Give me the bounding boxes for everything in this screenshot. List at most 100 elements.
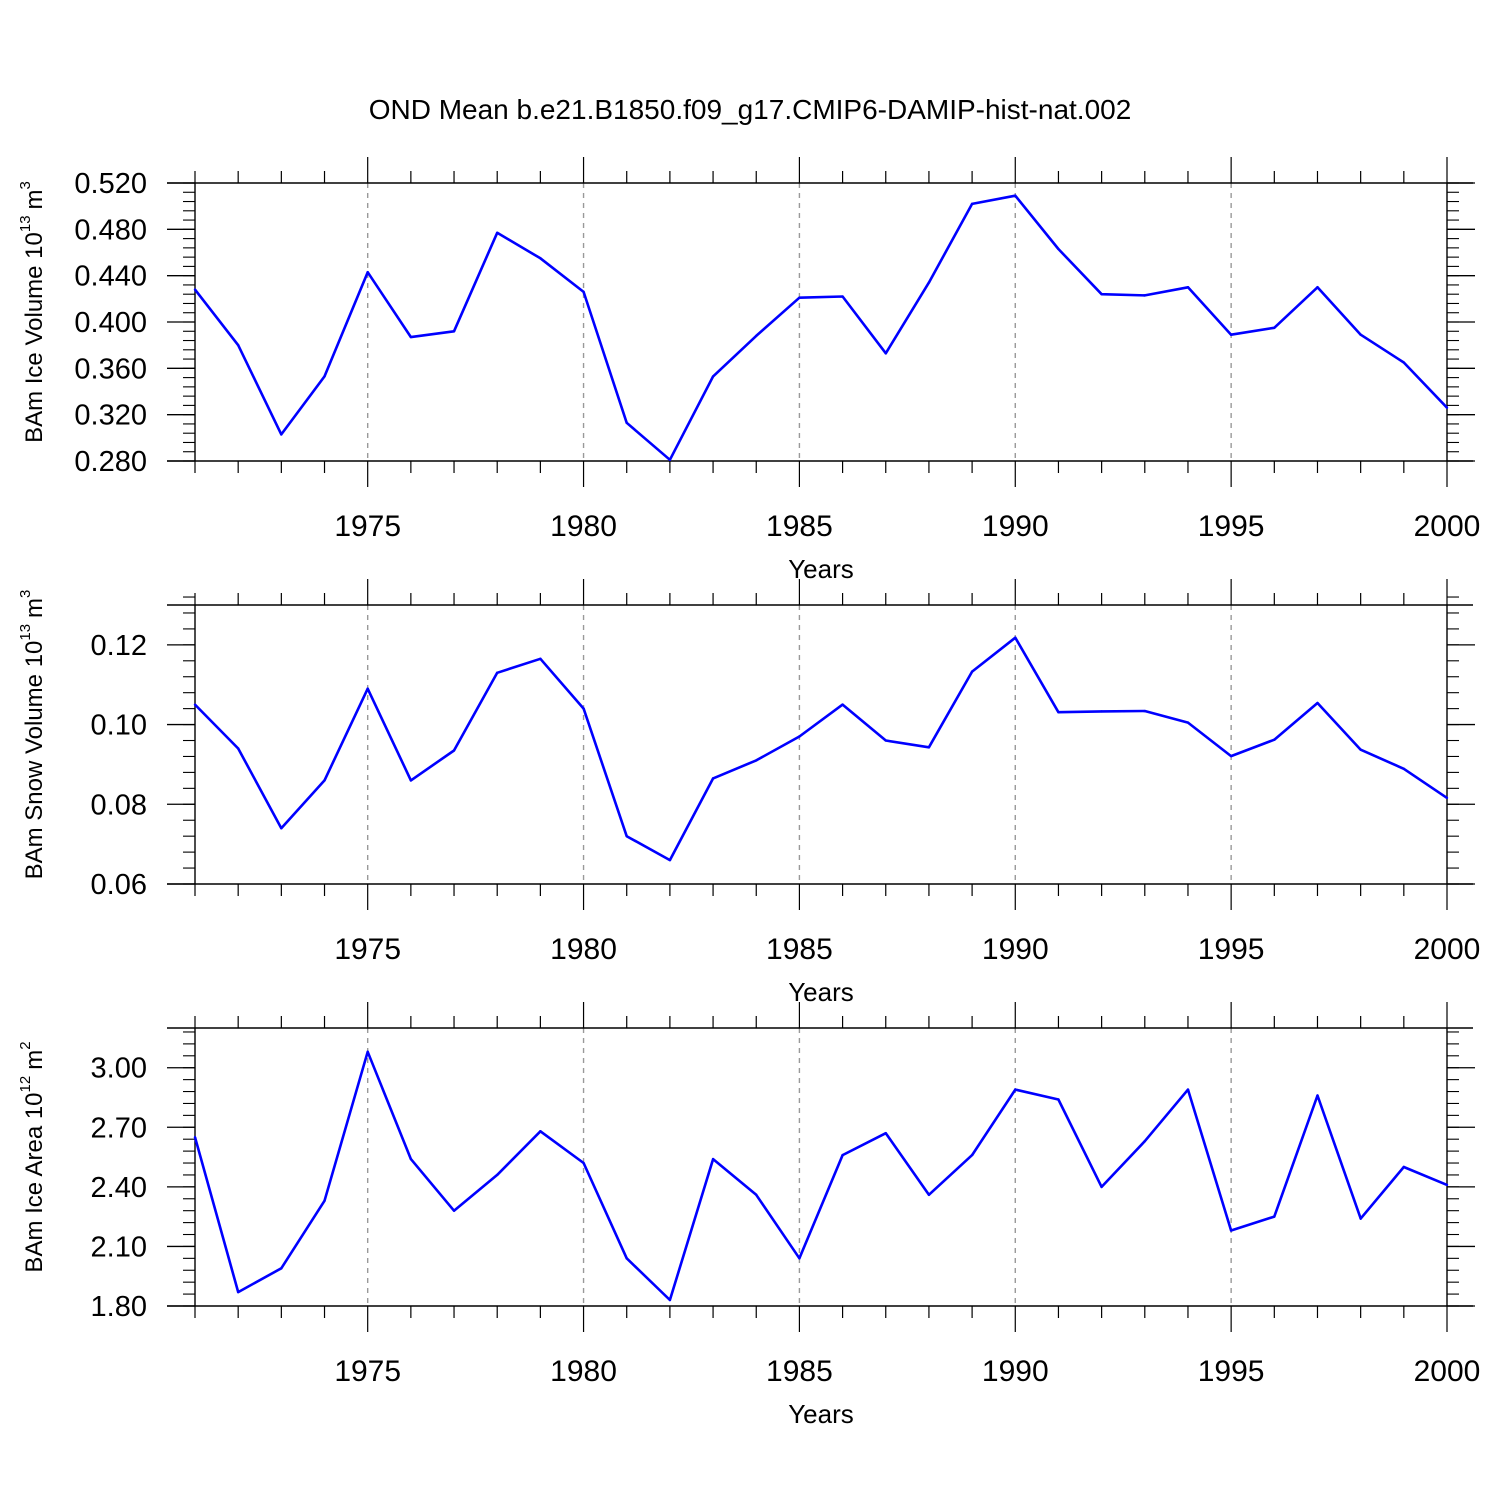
x-tick-label: 1990	[982, 510, 1049, 543]
x-tick-label: 1990	[982, 933, 1049, 966]
y-tick-label: 0.06	[91, 869, 147, 901]
y-tick-label: 0.10	[91, 710, 147, 742]
data-point	[1316, 701, 1319, 705]
data-point	[884, 1132, 887, 1135]
data-point	[193, 1136, 197, 1139]
data-point	[1014, 194, 1017, 197]
data-point	[1402, 767, 1406, 771]
data-point	[668, 858, 672, 862]
y-label-unit: m	[21, 1050, 48, 1070]
data-point	[1229, 333, 1233, 336]
data-point	[927, 746, 931, 749]
series-line	[194, 636, 1448, 862]
x-tick-label: 1975	[334, 1355, 401, 1388]
data-point	[1186, 286, 1190, 289]
data-point	[496, 231, 499, 235]
data-point	[539, 657, 542, 661]
data-point	[1359, 748, 1362, 751]
data-point	[711, 375, 715, 378]
data-point	[366, 270, 369, 274]
x-tick-label: 1985	[766, 1355, 833, 1388]
data-point	[1057, 711, 1060, 714]
figure-title: OND Mean b.e21.B1850.f09_g17.CMIP6-DAMIP…	[369, 94, 1132, 125]
data-point	[1229, 754, 1233, 758]
y-tick-label: 0.320	[74, 400, 147, 432]
data-point	[582, 1161, 585, 1165]
data-point	[193, 703, 197, 706]
y-label-unit-exponent: 2	[17, 1041, 34, 1049]
y-tick-label: 2.40	[91, 1172, 147, 1204]
data-point	[884, 739, 887, 742]
data-point	[625, 1257, 628, 1260]
data-point	[1316, 286, 1319, 289]
data-point	[841, 1153, 844, 1157]
data-point	[323, 779, 326, 782]
data-point	[280, 1267, 283, 1270]
y-tick-label: 2.10	[91, 1231, 147, 1263]
y-label-unit-exponent: 3	[17, 181, 34, 189]
data-point	[582, 290, 585, 294]
data-point	[323, 375, 326, 378]
data-point	[323, 1199, 326, 1202]
data-point	[409, 779, 413, 782]
x-tick-label: 1975	[334, 933, 401, 966]
data-point	[452, 330, 456, 333]
data-point	[970, 670, 974, 673]
y-tick-label: 2.70	[91, 1112, 147, 1144]
data-point	[539, 257, 542, 260]
y-tick-label: 0.480	[74, 214, 147, 246]
data-point	[1014, 636, 1017, 639]
data-point	[1273, 738, 1276, 741]
y-label-unit: m	[21, 189, 48, 209]
x-tick-label: 1980	[550, 1355, 617, 1388]
data-point	[1359, 1217, 1362, 1220]
data-point	[452, 749, 456, 752]
y-label-main: BAm Snow Volume 10	[21, 641, 48, 880]
y-label-exponent: 12	[17, 1076, 34, 1093]
data-point	[1273, 326, 1276, 329]
data-point	[798, 1257, 801, 1260]
x-tick-label: 1985	[766, 510, 833, 543]
data-point	[668, 458, 672, 462]
data-point	[1143, 294, 1146, 297]
y-label-unit-exponent: 3	[17, 590, 34, 598]
x-tick-label: 1980	[550, 933, 617, 966]
data-point	[711, 777, 715, 780]
y-tick-label: 3.00	[91, 1053, 147, 1085]
data-point	[1229, 1229, 1233, 1232]
y-label-exponent: 13	[17, 215, 34, 232]
x-tick-label: 1985	[766, 933, 833, 966]
data-point	[1359, 333, 1362, 336]
x-tick-label: 1980	[550, 510, 617, 543]
x-tick-label: 2000	[1414, 1355, 1481, 1388]
data-point	[236, 343, 240, 347]
data-point	[884, 352, 887, 355]
y-tick-label: 0.12	[91, 630, 147, 662]
y-label-main: BAm Ice Volume 10	[21, 232, 48, 443]
data-point	[798, 735, 801, 738]
data-point	[841, 703, 844, 706]
data-point	[452, 1209, 456, 1212]
series-line	[193, 194, 1448, 462]
data-point	[539, 1130, 542, 1133]
data-point	[755, 334, 758, 338]
data-point	[193, 288, 197, 291]
panel-1: 0.280 0.320 0.360 0.400 0.440 0.480 0.520 1975 1…	[17, 157, 1480, 584]
data-point	[841, 295, 844, 298]
data-point	[1402, 361, 1406, 364]
data-point	[1445, 796, 1449, 800]
data-point	[366, 687, 369, 690]
data-point	[496, 1173, 499, 1177]
data-point	[1186, 1088, 1190, 1091]
data-point	[1100, 710, 1103, 713]
data-point	[366, 1050, 369, 1054]
x-axis-label: Years	[788, 977, 854, 1007]
data-point	[280, 827, 283, 830]
y-label-main: BAm Ice Area 10	[21, 1092, 48, 1272]
y-axis-label: BAm Snow Volume 1013 m3	[17, 590, 48, 880]
data-point	[755, 1193, 758, 1197]
data-point	[582, 707, 585, 710]
y-tick-label: 0.520	[74, 168, 147, 200]
